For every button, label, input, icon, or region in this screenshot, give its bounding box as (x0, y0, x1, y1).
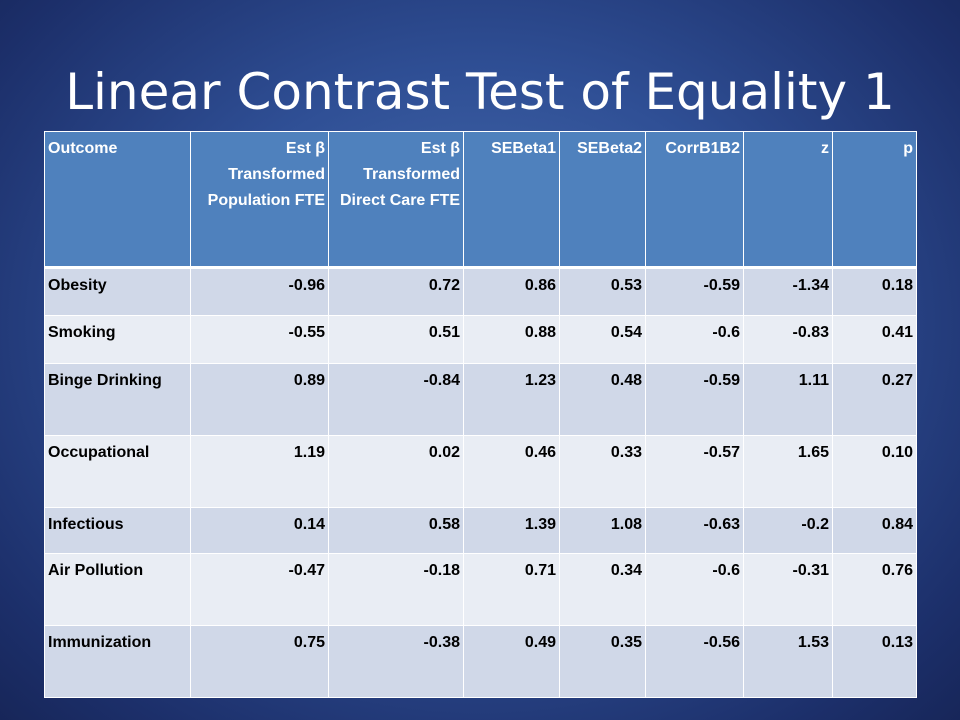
table-cell: Smoking (44, 315, 191, 364)
table-row: Smoking -0.55 0.51 0.88 0.54 -0.6 -0.83 … (44, 315, 917, 364)
table-cell: 0.48 (559, 363, 646, 436)
table-cell: 1.39 (463, 507, 560, 554)
table-cell: -0.59 (645, 363, 744, 436)
slide-title: Linear Contrast Test of Equality 1 (65, 63, 895, 121)
table-cell: 0.58 (328, 507, 464, 554)
table-header-row: Outcome Est β Transformed Population FTE… (44, 131, 917, 269)
table-cell: Immunization (44, 625, 191, 698)
header-z: z (743, 131, 833, 269)
table-cell: 0.34 (559, 553, 646, 626)
header-sebeta2: SEBeta2 (559, 131, 646, 269)
table-cell: 0.10 (832, 435, 917, 508)
table-cell: -0.57 (645, 435, 744, 508)
table-cell: -0.47 (190, 553, 329, 626)
table-cell: -0.55 (190, 315, 329, 364)
table-row: Air Pollution -0.47 -0.18 0.71 0.34 -0.6… (44, 553, 917, 626)
table-cell: 0.54 (559, 315, 646, 364)
table-cell: 0.27 (832, 363, 917, 436)
table-cell: Infectious (44, 507, 191, 554)
table-cell: -0.84 (328, 363, 464, 436)
table-cell: 0.33 (559, 435, 646, 508)
header-est-beta-population: Est β Transformed Population FTE (190, 131, 329, 269)
table-cell: 0.18 (832, 267, 917, 316)
table-cell: -0.83 (743, 315, 833, 364)
table-cell: 1.08 (559, 507, 646, 554)
table-cell: -0.56 (645, 625, 744, 698)
table-cell: Occupational (44, 435, 191, 508)
table-cell: -0.38 (328, 625, 464, 698)
table-cell: 0.35 (559, 625, 646, 698)
table-cell: 0.89 (190, 363, 329, 436)
table-row: Immunization 0.75 -0.38 0.49 0.35 -0.56 … (44, 625, 917, 698)
table-cell: Air Pollution (44, 553, 191, 626)
table-cell: 0.46 (463, 435, 560, 508)
table-cell: 1.23 (463, 363, 560, 436)
table-cell: 1.53 (743, 625, 833, 698)
table-cell: 1.11 (743, 363, 833, 436)
table-cell: Obesity (44, 267, 191, 316)
results-table: Outcome Est β Transformed Population FTE… (44, 131, 917, 698)
header-est-beta-direct-care: Est β Transformed Direct Care FTE (328, 131, 464, 269)
table-row: Obesity -0.96 0.72 0.86 0.53 -0.59 -1.34… (44, 267, 917, 316)
table-cell: 0.13 (832, 625, 917, 698)
table-cell: 0.53 (559, 267, 646, 316)
table-cell: 0.51 (328, 315, 464, 364)
table-cell: -0.6 (645, 315, 744, 364)
table-row: Binge Drinking 0.89 -0.84 1.23 0.48 -0.5… (44, 363, 917, 436)
header-sebeta1: SEBeta1 (463, 131, 560, 269)
table-cell: 1.65 (743, 435, 833, 508)
table-cell: -0.18 (328, 553, 464, 626)
table-cell: 0.71 (463, 553, 560, 626)
table-cell: -0.2 (743, 507, 833, 554)
table-cell: -0.96 (190, 267, 329, 316)
header-corrb1b2: CorrB1B2 (645, 131, 744, 269)
table-cell: -1.34 (743, 267, 833, 316)
table-cell: -0.59 (645, 267, 744, 316)
table-cell: Binge Drinking (44, 363, 191, 436)
table-row: Infectious 0.14 0.58 1.39 1.08 -0.63 -0.… (44, 507, 917, 554)
table-cell: 0.02 (328, 435, 464, 508)
table-cell: -0.63 (645, 507, 744, 554)
table-cell: 0.41 (832, 315, 917, 364)
table-cell: 0.75 (190, 625, 329, 698)
header-outcome: Outcome (44, 131, 191, 269)
table-cell: 0.88 (463, 315, 560, 364)
table-cell: 0.49 (463, 625, 560, 698)
table-cell: 0.76 (832, 553, 917, 626)
table-cell: 0.14 (190, 507, 329, 554)
table-row: Occupational 1.19 0.02 0.46 0.33 -0.57 1… (44, 435, 917, 508)
header-p: p (832, 131, 917, 269)
table-cell: 1.19 (190, 435, 329, 508)
table-cell: 0.84 (832, 507, 917, 554)
table-cell: 0.72 (328, 267, 464, 316)
table-cell: -0.6 (645, 553, 744, 626)
table-cell: 0.86 (463, 267, 560, 316)
table-cell: -0.31 (743, 553, 833, 626)
